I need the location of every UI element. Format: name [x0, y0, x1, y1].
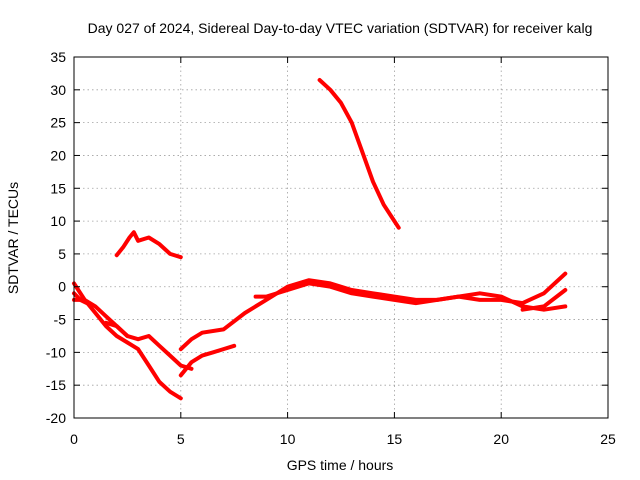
- tick-layer: 0 5 10 15 20 25 -20 -15 -10 -5 0 5 10 15 20 25 30 35: [46, 49, 616, 447]
- y-tick-label: 10: [50, 213, 66, 229]
- x-tick-label: 15: [387, 431, 403, 447]
- x-tick-label: 5: [177, 431, 185, 447]
- series-line-arc-3: [72, 291, 89, 306]
- y-tick-label: 0: [58, 279, 66, 295]
- x-axis-title: GPS time / hours: [287, 457, 394, 473]
- series-line-arc-7: [178, 278, 568, 352]
- x-tick-label: 25: [600, 431, 616, 447]
- series-line-arc-4: [114, 230, 183, 260]
- y-axis-title: SDTVAR / TECUs: [5, 182, 21, 294]
- y-tick-label: -15: [46, 377, 66, 393]
- y-tick-label: -20: [46, 410, 66, 426]
- series-line-arc-5: [104, 320, 194, 371]
- plot-frame: [73, 56, 609, 419]
- y-tick-label: 30: [50, 82, 66, 98]
- y-tick-label: 25: [50, 115, 66, 131]
- series-line-arc-8: [253, 271, 568, 306]
- series-layer: [72, 78, 568, 401]
- series-line-arc-6: [178, 343, 237, 378]
- series-line-arc-10: [520, 288, 568, 312]
- y-tick-label: 15: [50, 180, 66, 196]
- series-line-arc-1: [72, 281, 183, 401]
- y-tick-label: -10: [46, 344, 66, 360]
- x-tick-label: 10: [280, 431, 296, 447]
- y-tick-label: -5: [54, 312, 67, 328]
- y-tick-label: 5: [58, 246, 66, 262]
- x-tick-label: 0: [70, 431, 78, 447]
- chart-title: Day 027 of 2024, Sidereal Day-to-day VTE…: [88, 20, 593, 36]
- x-tick-label: 20: [493, 431, 509, 447]
- series-line-arc-9: [317, 78, 401, 230]
- y-tick-label: 35: [50, 49, 66, 65]
- y-tick-label: 20: [50, 147, 66, 163]
